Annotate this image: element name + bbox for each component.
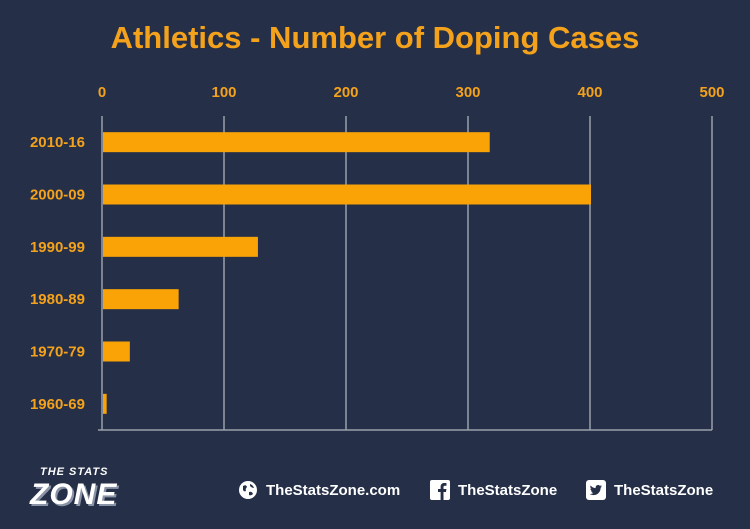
facebook-link[interactable]: TheStatsZone — [430, 480, 557, 500]
category-label-1960-69: 1960-69 — [30, 396, 85, 413]
x-tick-label-200: 200 — [333, 84, 358, 101]
facebook-icon — [430, 480, 450, 500]
category-labels: 2010-16 2000-09 1990-99 1980-89 1970-79 1960-… — [30, 134, 85, 413]
gridlines — [98, 116, 713, 431]
x-tick-label-300: 300 — [455, 84, 480, 101]
bar-2010-16 — [103, 132, 490, 153]
twitter-text: TheStatsZone — [614, 481, 714, 499]
logo-top-text: THE STATS — [40, 466, 109, 478]
category-label-1970-79: 1970-79 — [30, 344, 85, 361]
bar-chart: 0 100 200 300 400 500 2010-16 2000-09 1990-99 19… — [30, 84, 725, 431]
category-label-2000-09: 2000-09 — [30, 187, 85, 204]
x-tick-label-100: 100 — [211, 84, 236, 101]
bars — [103, 132, 591, 414]
website-text: TheStatsZone.com — [266, 481, 401, 499]
bar-1970-79 — [103, 341, 130, 362]
chart-title: Athletics - Number of Doping Cases — [110, 20, 640, 55]
category-label-1980-89: 1980-89 — [30, 291, 85, 308]
bar-1990-99 — [103, 236, 258, 257]
facebook-text: TheStatsZone — [458, 481, 558, 499]
bar-1960-69 — [103, 393, 107, 414]
globe-icon — [239, 481, 257, 499]
stats-zone-logo: THE STATS ZONE — [30, 466, 160, 512]
bar-1980-89 — [103, 289, 179, 310]
x-tick-labels: 0 100 200 300 400 500 — [98, 84, 725, 101]
x-tick-label-0: 0 — [98, 84, 106, 101]
twitter-icon — [586, 480, 606, 500]
category-label-2010-16: 2010-16 — [30, 134, 85, 151]
twitter-link[interactable]: TheStatsZone — [586, 480, 713, 500]
footer: THE STATS ZONE TheStatsZone.com TheStats… — [0, 460, 750, 520]
website-link[interactable]: TheStatsZone.com — [238, 480, 400, 500]
x-tick-label-500: 500 — [699, 84, 724, 101]
bar-2000-09 — [103, 184, 591, 205]
x-tick-label-400: 400 — [577, 84, 602, 101]
logo-bottom-text: ZONE — [30, 478, 118, 511]
category-label-1990-99: 1990-99 — [30, 239, 85, 256]
